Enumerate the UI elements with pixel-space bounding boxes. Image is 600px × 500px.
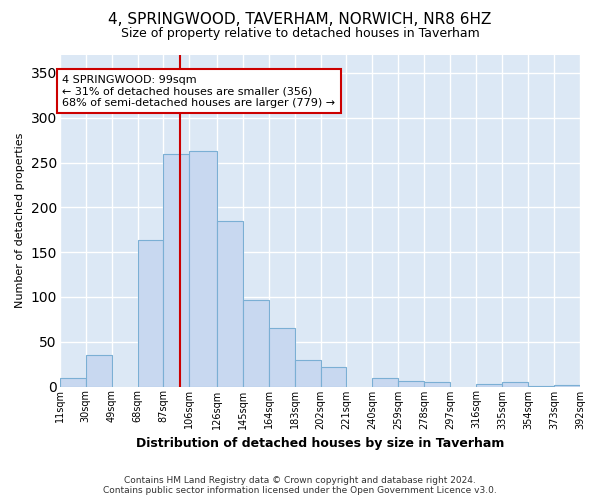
Bar: [217, 221, 242, 386]
Bar: [476, 384, 502, 386]
Text: Size of property relative to detached houses in Taverham: Size of property relative to detached ho…: [121, 28, 479, 40]
Bar: [424, 382, 450, 386]
Bar: [295, 360, 320, 386]
Bar: [554, 384, 580, 386]
Bar: [86, 355, 112, 386]
Text: 4, SPRINGWOOD, TAVERHAM, NORWICH, NR8 6HZ: 4, SPRINGWOOD, TAVERHAM, NORWICH, NR8 6H…: [109, 12, 491, 28]
Bar: [242, 300, 269, 386]
Bar: [269, 328, 295, 386]
Text: 4 SPRINGWOOD: 99sqm
← 31% of detached houses are smaller (356)
68% of semi-detac: 4 SPRINGWOOD: 99sqm ← 31% of detached ho…: [62, 74, 335, 108]
Bar: [373, 378, 398, 386]
Bar: [320, 367, 346, 386]
Bar: [398, 381, 424, 386]
Bar: [190, 151, 217, 386]
Bar: [163, 154, 190, 386]
Bar: [137, 240, 163, 386]
X-axis label: Distribution of detached houses by size in Taverham: Distribution of detached houses by size …: [136, 437, 504, 450]
Text: Contains HM Land Registry data © Crown copyright and database right 2024.
Contai: Contains HM Land Registry data © Crown c…: [103, 476, 497, 495]
Y-axis label: Number of detached properties: Number of detached properties: [15, 133, 25, 308]
Bar: [60, 378, 86, 386]
Bar: [502, 382, 528, 386]
